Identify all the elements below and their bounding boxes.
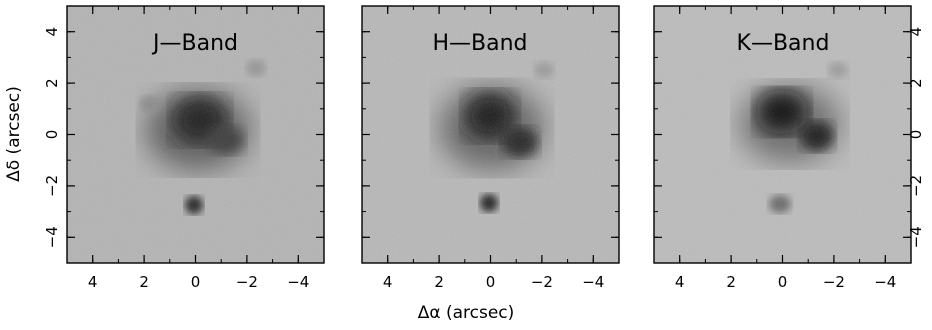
x-tick-label: 4	[675, 273, 685, 291]
x-tick-label: −2	[236, 273, 258, 291]
y-tick-label: 4	[43, 27, 61, 37]
y-tick-label: −4	[43, 226, 61, 248]
panel-k-band: K—Band	[653, 5, 912, 264]
y-axis-title: Δδ (arcsec)	[4, 86, 24, 182]
x-tick-label: −4	[287, 273, 309, 291]
x-tick-label: 0	[778, 273, 788, 291]
panel-k-image	[654, 6, 911, 263]
x-tick-label: 0	[486, 273, 496, 291]
x-tick-label: −4	[874, 273, 896, 291]
y-tick-label-right: 4	[907, 27, 925, 37]
x-tick-label: 4	[88, 273, 98, 291]
x-tick-label: −2	[823, 273, 845, 291]
panel-h-title: H—Band	[432, 31, 527, 56]
x-tick-label: −4	[582, 273, 604, 291]
x-tick-label: 2	[139, 273, 149, 291]
panel-j-title: J—Band	[151, 31, 238, 56]
x-tick-label: −2	[531, 273, 553, 291]
x-tick-label: 2	[726, 273, 736, 291]
y-tick-label-right: 0	[907, 130, 925, 140]
x-tick-label: 4	[383, 273, 393, 291]
y-tick-label: 2	[43, 78, 61, 88]
x-tick-label: 2	[434, 273, 444, 291]
ticks-layer: 4 2 0 −2 −4 4 2 0 −2 −4 4 2 0 −2 −4 4 2 0 −2 −4 4 2 0 −2 −4	[43, 5, 925, 291]
y-tick-label-right: 2	[907, 78, 925, 88]
panel-j-band: J—Band	[66, 5, 325, 264]
panel-h-band: H—Band	[361, 5, 620, 264]
x-axis-title: Δα (arcsec)	[418, 303, 515, 323]
y-tick-label-right: −2	[907, 175, 925, 197]
panel-h-image	[362, 6, 619, 263]
x-tick-label: 0	[191, 273, 201, 291]
y-tick-label: 0	[43, 130, 61, 140]
panel-k-title: K—Band	[737, 31, 830, 56]
y-tick-label-right: −4	[907, 226, 925, 248]
y-tick-label: −2	[43, 175, 61, 197]
panel-j-image	[67, 6, 324, 263]
